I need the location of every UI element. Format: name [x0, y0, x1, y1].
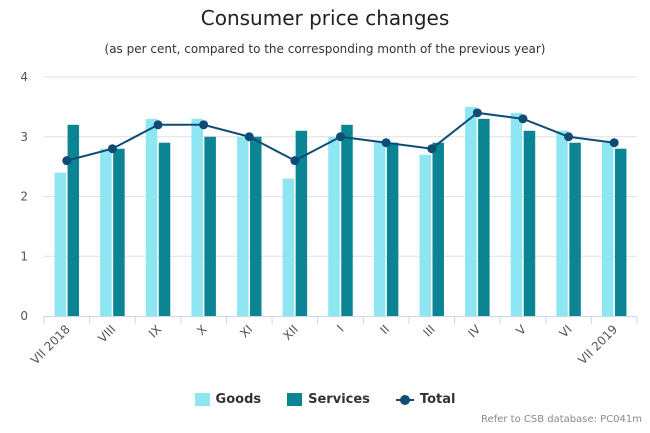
point-total: [564, 132, 574, 142]
bar-services: [386, 142, 399, 316]
bar-goods: [100, 148, 112, 316]
bar-goods: [465, 106, 477, 316]
point-total: [153, 120, 163, 130]
bar-services: [614, 148, 627, 316]
legend: Goods Services Total: [0, 392, 650, 407]
point-total: [336, 132, 345, 142]
point-total: [381, 138, 391, 148]
bar-goods: [419, 154, 431, 316]
bar-goods: [328, 136, 340, 316]
x-tick-label: X: [194, 322, 210, 338]
legend-item-services[interactable]: Services: [287, 392, 370, 407]
x-tick-label: VII 2018: [28, 322, 73, 367]
point-total: [427, 144, 437, 154]
x-tick-label: I: [334, 322, 346, 334]
y-tick-label: 2: [20, 190, 28, 204]
bar-services: [158, 142, 171, 316]
bar-services: [250, 136, 262, 316]
legend-label-goods: Goods: [215, 392, 262, 407]
bar-goods: [601, 142, 614, 316]
legend-symbol-total: [395, 393, 414, 406]
x-tick-label: IX: [146, 322, 164, 340]
bar-services: [569, 142, 581, 316]
bar-services: [295, 130, 308, 316]
bar-services: [478, 118, 490, 316]
x-tick-label: XI: [237, 322, 255, 340]
bar-services: [113, 148, 125, 316]
point-total: [199, 120, 209, 130]
legend-label-services: Services: [308, 392, 370, 407]
y-tick-label: 0: [20, 309, 28, 323]
x-tick-label: V: [513, 322, 529, 338]
bar-goods: [556, 130, 568, 316]
bar-goods: [282, 178, 295, 316]
bar-goods: [373, 142, 386, 316]
chart-subtitle: (as per cent, compared to the correspond…: [104, 42, 546, 56]
legend-swatch-services: [287, 393, 303, 406]
legend-swatch-goods: [194, 393, 210, 406]
y-tick-label: 1: [20, 249, 28, 263]
legend-item-total[interactable]: Total: [395, 392, 456, 407]
bar-services: [432, 142, 444, 316]
point-total: [518, 114, 528, 124]
source-credit[interactable]: Refer to CSB database: PC041m: [481, 414, 642, 425]
point-total: [290, 156, 300, 166]
bar-goods: [54, 172, 67, 316]
bar-goods: [237, 136, 249, 316]
point-total: [609, 138, 619, 148]
x-tick-label: VII 2019: [575, 322, 620, 367]
legend-label-total: Total: [419, 392, 456, 407]
chart-title: Consumer price changes: [200, 6, 450, 30]
bar-goods: [145, 118, 158, 316]
x-tick-label: III: [420, 322, 437, 339]
bar-goods: [191, 118, 203, 316]
x-tick-label: XII: [280, 322, 301, 343]
bar-services: [341, 124, 353, 316]
bar-goods: [510, 112, 523, 316]
x-tick-label: II: [377, 322, 392, 337]
bar-services: [523, 130, 536, 316]
point-total: [244, 132, 254, 142]
x-tick-label: VIII: [95, 322, 118, 345]
point-total: [472, 108, 482, 118]
x-tick-label: IV: [465, 322, 484, 341]
point-total: [62, 156, 72, 166]
y-tick-label: 3: [20, 130, 28, 144]
point-total: [107, 144, 117, 154]
bar-services: [204, 136, 216, 316]
y-tick-label: 4: [20, 70, 28, 84]
legend-item-goods[interactable]: Goods: [194, 392, 262, 407]
bar-services: [67, 124, 80, 316]
x-tick-label: VI: [556, 322, 574, 340]
